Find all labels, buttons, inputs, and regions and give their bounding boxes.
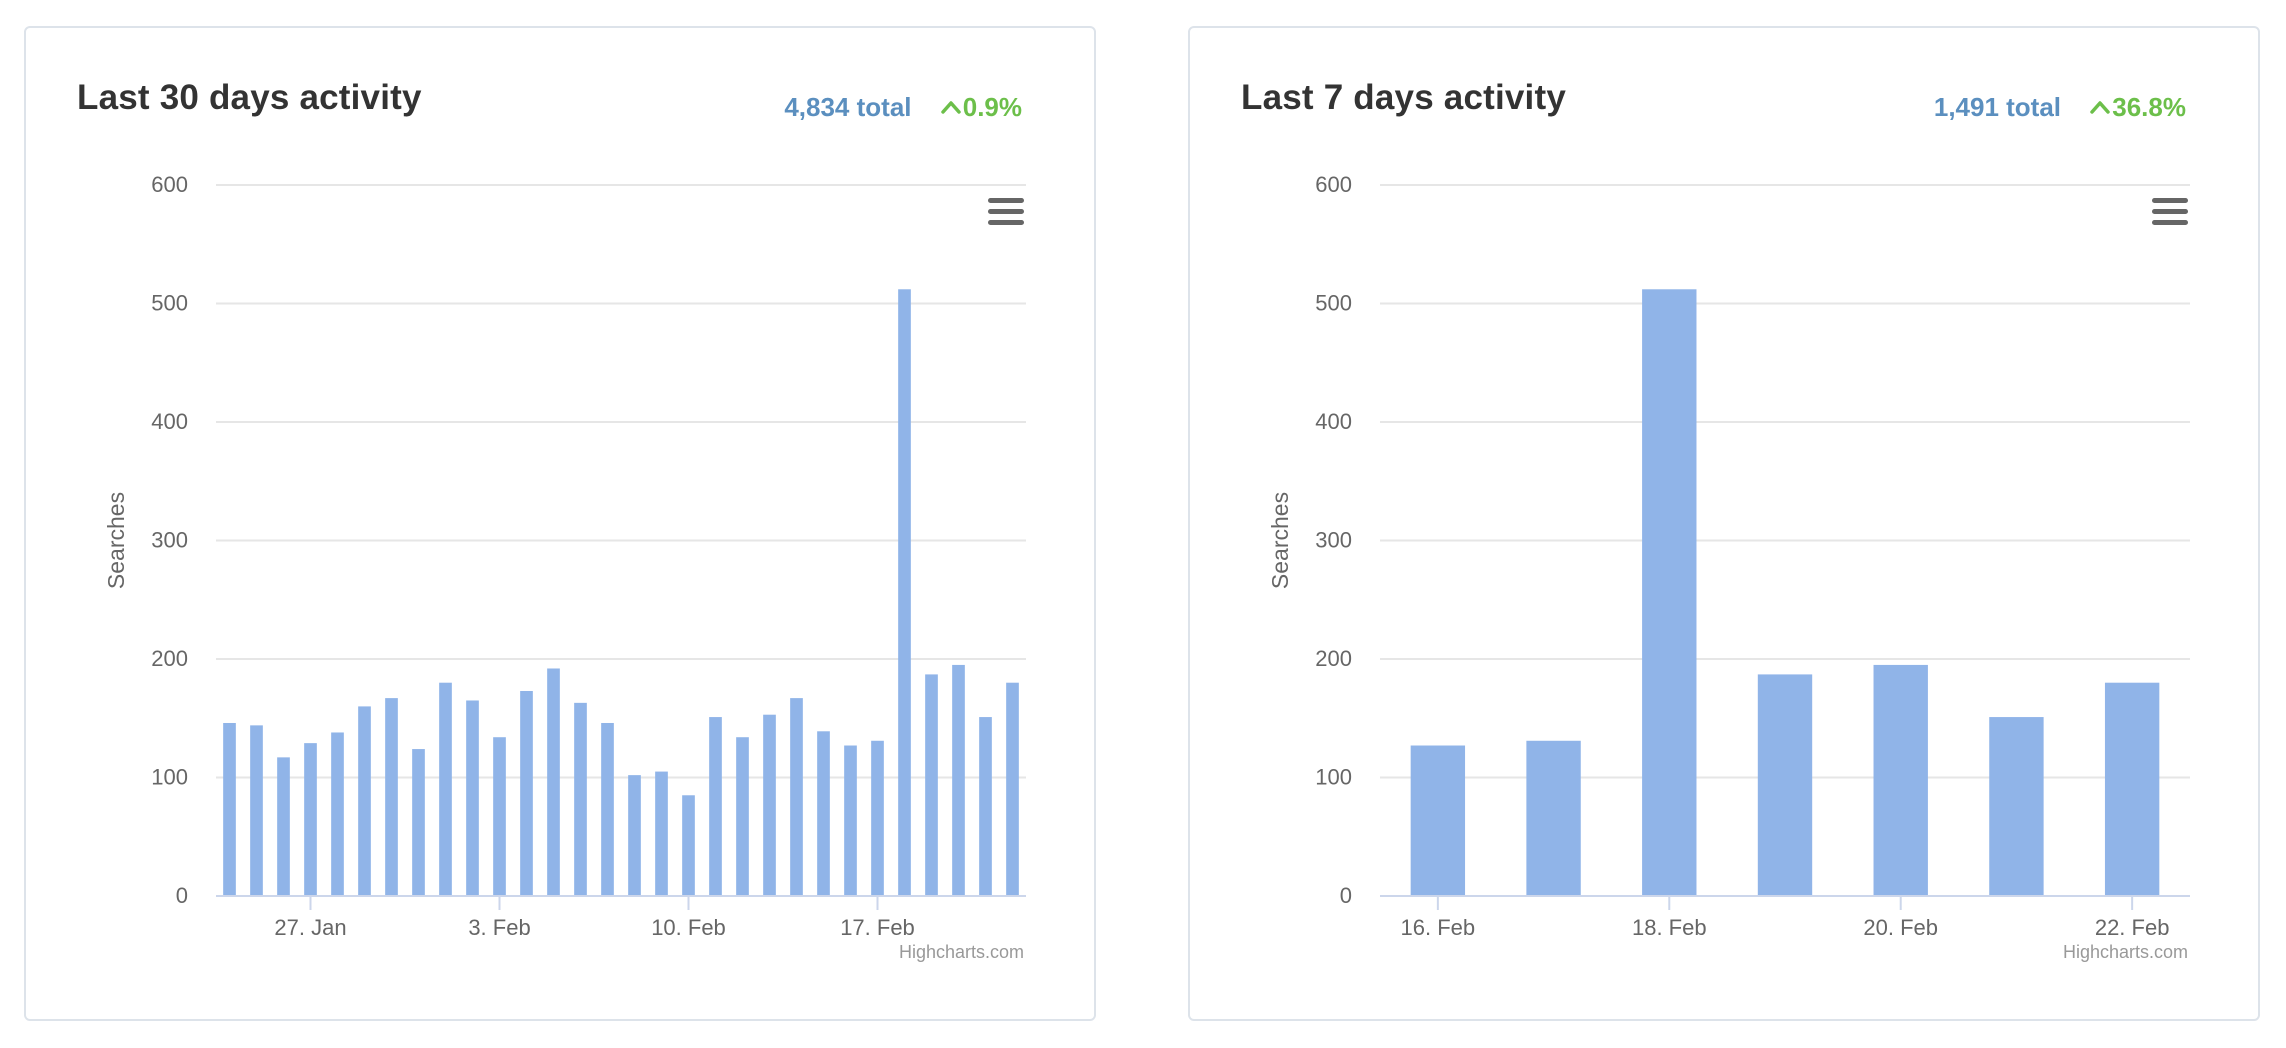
bar — [331, 732, 344, 896]
bar — [250, 725, 263, 896]
bar — [979, 717, 992, 896]
bar — [628, 775, 641, 896]
change-percent: 0.9% — [962, 92, 1022, 122]
chart-title: Last 30 days activity — [77, 78, 422, 117]
bar — [952, 664, 965, 896]
x-tick-label: 20. Feb — [1863, 915, 1938, 940]
y-tick-label: 100 — [151, 765, 188, 790]
y-tick-label: 600 — [151, 172, 188, 197]
bar — [223, 722, 236, 896]
change-badge: 36.8% — [2090, 92, 2186, 122]
y-tick-label: 400 — [1315, 409, 1352, 434]
hamburger-menu-icon[interactable] — [988, 198, 1024, 230]
bar — [736, 737, 749, 896]
bar — [439, 682, 452, 896]
bar — [1642, 289, 1697, 896]
y-tick-label: 300 — [1315, 528, 1352, 553]
x-tick-label: 10. Feb — [651, 915, 726, 940]
change-badge: 0.9% — [940, 92, 1022, 122]
total-count: 1,491 total — [1933, 92, 2062, 122]
bar — [1757, 674, 1813, 896]
chart-card-30-days: Last 30 days activity 4,834 total 0.9% 0… — [24, 26, 1096, 1021]
bar — [304, 743, 317, 896]
y-axis-title: Searches — [1267, 492, 1293, 589]
bar — [277, 757, 290, 896]
bar — [1526, 740, 1581, 896]
bar — [1410, 745, 1466, 896]
bar — [1873, 664, 1928, 896]
x-tick-label: 18. Feb — [1632, 915, 1707, 940]
bar — [655, 771, 668, 896]
stats-summary: 1,491 total 36.8% — [1934, 92, 2186, 123]
y-tick-label: 300 — [151, 528, 188, 553]
y-tick-label: 100 — [1315, 765, 1352, 790]
total-count: 4,834 total — [784, 92, 912, 122]
bar — [925, 674, 938, 896]
bar — [547, 668, 560, 896]
bar — [601, 722, 614, 896]
x-tick-label: 16. Feb — [1401, 915, 1476, 940]
bar — [385, 698, 398, 896]
bar — [2104, 682, 2160, 896]
bar — [898, 289, 911, 896]
chart-title: Last 7 days activity — [1241, 78, 1566, 117]
bar — [790, 698, 803, 896]
chart-card-7-days: Last 7 days activity 1,491 total 36.8% 0… — [1188, 26, 2260, 1021]
bar-chart-7-days: 0 100 200 300 400 500 600 16. Feb 18. Feb 20. Feb… — [1267, 172, 2190, 940]
highcharts-credit[interactable]: Highcharts.com — [898, 942, 1024, 962]
bar — [493, 737, 506, 896]
y-tick-label: 0 — [176, 883, 188, 908]
arrow-up-icon — [940, 101, 961, 114]
y-axis-title: Searches — [103, 492, 129, 589]
x-tick-label: 22. Feb — [2095, 915, 2170, 940]
y-tick-label: 200 — [1315, 646, 1352, 671]
stats-summary: 4,834 total 0.9% — [784, 92, 1022, 123]
y-tick-label: 0 — [1340, 883, 1352, 908]
bar — [574, 702, 587, 896]
y-tick-label: 600 — [1315, 172, 1352, 197]
bar — [1989, 717, 2044, 896]
bar — [871, 740, 884, 896]
y-tick-label: 200 — [151, 646, 188, 671]
bar — [1006, 682, 1019, 896]
bar — [709, 717, 722, 896]
y-tick-label: 500 — [151, 291, 188, 316]
change-percent: 36.8% — [2112, 92, 2186, 122]
x-tick-label: 3. Feb — [468, 915, 530, 940]
highcharts-credit[interactable]: Highcharts.com — [2062, 942, 2188, 962]
bar — [844, 745, 857, 896]
hamburger-menu-icon[interactable] — [2152, 198, 2188, 230]
bar — [763, 714, 776, 896]
x-tick-label: 27. Jan — [274, 915, 346, 940]
x-tick-label: 17. Feb — [840, 915, 915, 940]
bar-chart-30-days: 0 100 200 300 400 500 600 27. Jan 3. Feb 10. Feb 1… — [103, 172, 1026, 940]
bar — [520, 690, 533, 896]
bar — [817, 731, 830, 896]
bar — [682, 795, 695, 896]
y-tick-label: 500 — [1315, 291, 1352, 316]
bar — [466, 700, 479, 896]
bar — [358, 706, 371, 896]
y-tick-label: 400 — [151, 409, 188, 434]
arrow-up-icon — [2090, 101, 2111, 114]
bar — [412, 749, 425, 896]
